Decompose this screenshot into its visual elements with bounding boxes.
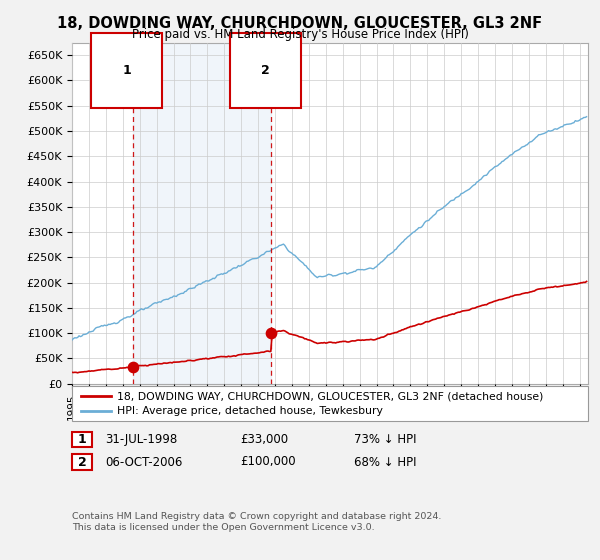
Point xyxy=(266,329,276,338)
Text: £33,000: £33,000 xyxy=(240,433,288,446)
Text: 31-JUL-1998: 31-JUL-1998 xyxy=(105,433,177,446)
Text: 06-OCT-2006: 06-OCT-2006 xyxy=(105,455,182,469)
Text: HPI: Average price, detached house, Tewkesbury: HPI: Average price, detached house, Tewk… xyxy=(117,407,383,417)
Text: Price paid vs. HM Land Registry's House Price Index (HPI): Price paid vs. HM Land Registry's House … xyxy=(131,28,469,41)
Text: £100,000: £100,000 xyxy=(240,455,296,469)
Text: 68% ↓ HPI: 68% ↓ HPI xyxy=(354,455,416,469)
Text: 18, DOWDING WAY, CHURCHDOWN, GLOUCESTER, GL3 2NF (detached house): 18, DOWDING WAY, CHURCHDOWN, GLOUCESTER,… xyxy=(117,391,544,401)
Text: 18, DOWDING WAY, CHURCHDOWN, GLOUCESTER, GL3 2NF: 18, DOWDING WAY, CHURCHDOWN, GLOUCESTER,… xyxy=(58,16,542,31)
Text: 73% ↓ HPI: 73% ↓ HPI xyxy=(354,433,416,446)
Text: 1: 1 xyxy=(122,64,131,77)
Text: Contains HM Land Registry data © Crown copyright and database right 2024.
This d: Contains HM Land Registry data © Crown c… xyxy=(72,512,442,532)
Text: 2: 2 xyxy=(77,455,86,469)
Text: 1: 1 xyxy=(77,433,86,446)
Point xyxy=(128,362,137,371)
Text: 2: 2 xyxy=(261,64,269,77)
Bar xyxy=(133,43,271,384)
